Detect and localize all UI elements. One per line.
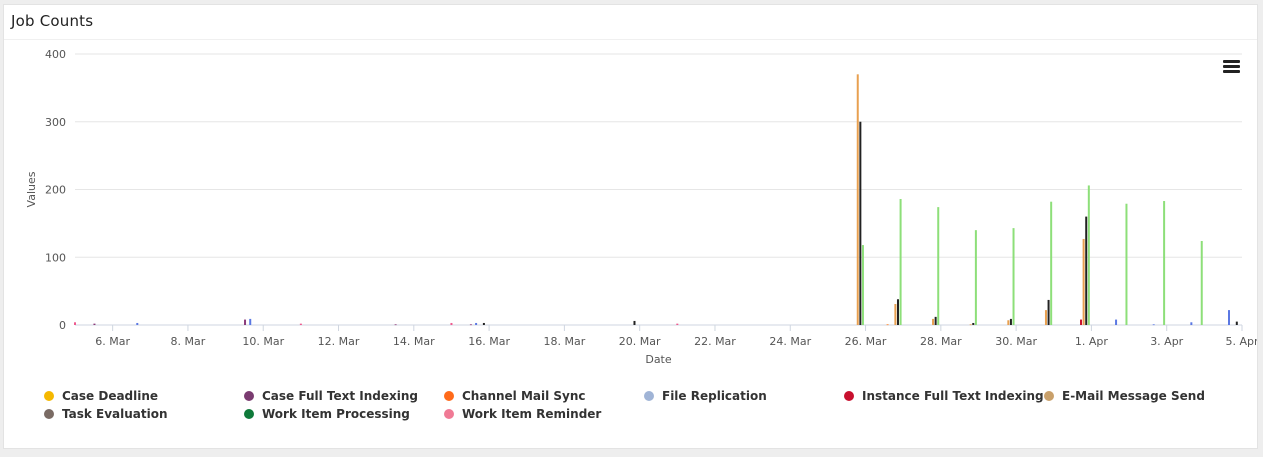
bar-file-replication — [1228, 310, 1230, 325]
x-tick-label: 6. Mar — [95, 335, 130, 348]
bar-e-mail-message-send — [1007, 320, 1010, 325]
y-axis-title: Values — [25, 171, 38, 207]
x-tick-label: 12. Mar — [318, 335, 360, 348]
job-counts-chart: 0 100 200 300 400 6. Mar 8. Mar 10. Mar 12. Mar 1… — [25, 48, 1257, 366]
legend-label: File Replication — [662, 389, 767, 403]
bar-task-evaluation — [1009, 318, 1012, 325]
card-title: Job Counts — [11, 12, 94, 30]
bar-file-replication — [1115, 319, 1118, 325]
legend-label: Instance Full Text Indexing — [862, 389, 1044, 403]
y-tick-label: 0 — [59, 319, 66, 332]
legend-item[interactable]: Instance Full Text Indexing — [844, 389, 1044, 403]
x-tick-label: 5. Apr — [1225, 335, 1257, 348]
legend-label: Channel Mail Sync — [462, 389, 586, 403]
bar-e-mail-message-send — [969, 324, 972, 326]
bar-task-evaluation — [934, 316, 937, 325]
legend-marker-icon — [644, 391, 654, 401]
bar-work-item-processing — [1012, 228, 1015, 325]
bar-work-item-processing — [1200, 240, 1203, 325]
x-tick-label: 10. Mar — [242, 335, 284, 348]
job-counts-card: Job Counts 0 100 200 300 400 6. Mar 8. Mar 10. … — [3, 4, 1258, 449]
x-tick-label: 3. Apr — [1150, 335, 1183, 348]
legend-marker-icon — [1044, 391, 1054, 401]
hamburger-menu-icon[interactable] — [1223, 60, 1241, 76]
bar-work-item-processing — [1050, 201, 1053, 325]
bar-work-item-processing — [1087, 185, 1090, 325]
bar-task-evaluation — [482, 322, 485, 325]
y-tick-label: 100 — [45, 251, 66, 264]
bar-work-item-reminder — [676, 323, 679, 325]
x-tick-label: 14. Mar — [393, 335, 435, 348]
legend-item[interactable]: Task Evaluation — [44, 407, 168, 421]
bar-task-evaluation — [972, 322, 975, 325]
x-tick-label: 24. Mar — [769, 335, 811, 348]
bar-work-item-processing — [937, 207, 940, 325]
legend-item[interactable]: E-Mail Message Send — [1044, 389, 1205, 403]
bar-e-mail-message-send — [932, 318, 935, 325]
x-tick-label: 22. Mar — [694, 335, 736, 348]
bar-task-evaluation — [633, 320, 636, 325]
bar-task-evaluation — [1047, 299, 1050, 325]
bar-instance-full-text-indexing — [1080, 319, 1083, 325]
bar-work-item-processing — [899, 198, 902, 325]
bar-e-mail-message-send — [894, 304, 897, 325]
legend-label: Case Deadline — [62, 389, 159, 403]
x-tick-label: 30. Mar — [995, 335, 1037, 348]
legend-marker-icon — [44, 391, 54, 401]
bar-task-evaluation — [1235, 321, 1238, 325]
bar-file-replication — [136, 322, 139, 325]
legend-marker-icon — [444, 391, 454, 401]
bar-work-item-processing — [861, 245, 864, 325]
bar-file-replication — [1152, 324, 1155, 326]
legend-marker-icon — [444, 409, 454, 419]
x-tick-label: 18. Mar — [544, 335, 586, 348]
legend-label: E-Mail Message Send — [1062, 389, 1205, 403]
y-tick-label: 200 — [45, 184, 66, 197]
bar-channel-mail-sync — [886, 324, 889, 326]
bar-e-mail-message-send — [856, 74, 859, 325]
y-tick-label: 400 — [45, 48, 66, 61]
bar-work-item-processing — [974, 230, 977, 325]
bar-task-evaluation — [896, 299, 899, 325]
legend-item[interactable]: Work Item Reminder — [444, 407, 601, 421]
bar-case-full-text-indexing — [394, 324, 397, 326]
bar-task-evaluation — [1085, 216, 1088, 325]
card-header: Job Counts — [4, 5, 1257, 40]
bar-work-item-reminder — [299, 323, 302, 325]
bar-work-item-reminder — [450, 322, 453, 325]
x-tick-label: 1. Apr — [1075, 335, 1108, 348]
x-tick-label: 16. Mar — [468, 335, 510, 348]
bar-work-item-reminder — [74, 322, 76, 325]
legend-marker-icon — [44, 409, 54, 419]
bar-case-full-text-indexing — [93, 323, 96, 325]
bar-file-replication — [1190, 322, 1193, 325]
legend-item[interactable]: Channel Mail Sync — [444, 389, 586, 403]
legend-marker-icon — [244, 409, 254, 419]
x-tick-label: 28. Mar — [920, 335, 962, 348]
bar-e-mail-message-send — [1082, 238, 1085, 325]
legend-item[interactable]: Case Deadline — [44, 389, 158, 403]
legend-item[interactable]: File Replication — [644, 389, 767, 403]
legend-marker-icon — [844, 391, 854, 401]
bar-e-mail-message-send — [1044, 310, 1047, 325]
bar-work-item-processing — [1163, 201, 1166, 325]
bar-task-evaluation — [859, 121, 862, 325]
x-tick-label: 20. Mar — [619, 335, 661, 348]
bar-file-replication — [249, 318, 252, 325]
bar-file-replication — [475, 322, 478, 325]
legend-label: Work Item Processing — [262, 407, 410, 421]
legend-label: Case Full Text Indexing — [262, 389, 419, 403]
legend-label: Task Evaluation — [62, 407, 168, 421]
legend-marker-icon — [244, 391, 254, 401]
legend-label: Work Item Reminder — [462, 407, 602, 421]
legend-item[interactable]: Work Item Processing — [244, 407, 410, 421]
x-tick-label: 26. Mar — [845, 335, 887, 348]
bar-case-full-text-indexing — [244, 319, 247, 325]
x-axis-title: Date — [645, 353, 672, 366]
bar-case-full-text-indexing — [469, 324, 472, 326]
legend-item[interactable]: Case Full Text Indexing — [244, 389, 418, 403]
bar-work-item-processing — [1125, 203, 1128, 325]
x-tick-label: 8. Mar — [171, 335, 206, 348]
y-tick-label: 300 — [45, 116, 66, 129]
